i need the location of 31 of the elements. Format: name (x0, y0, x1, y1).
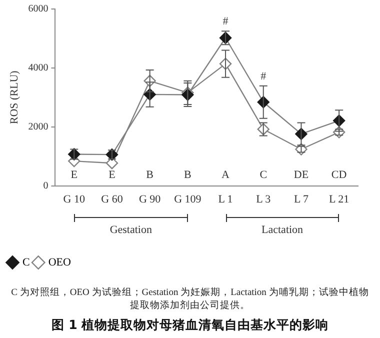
y-tick-label: 0 (43, 180, 48, 192)
x-tick-label: L 3 (256, 193, 272, 206)
text: Lactation (260, 224, 304, 236)
legend-label: OEO (48, 256, 71, 268)
legend-label: C (22, 256, 30, 268)
annotation: E (108, 169, 116, 182)
text: C 为对照组，OEO 为试验组；Gestation 为妊娠期，Lactation 为哺乳期；试验中植物提取物添加剂由公司提供。 (10, 287, 370, 313)
annotation: CD (331, 169, 347, 182)
annotation: # (260, 70, 267, 82)
x-tick-label: G 90 (138, 193, 162, 206)
x-tick-label: L 21 (329, 193, 350, 206)
x-tick-label: G 10 (63, 193, 86, 206)
y-tick-label: 6000 (28, 4, 48, 15)
annotation: # (222, 15, 229, 28)
y-axis-title: ROS (RLU) (8, 70, 20, 124)
point (332, 126, 346, 138)
point (295, 143, 308, 156)
text: Gestation (108, 224, 153, 236)
annotation: E (70, 169, 78, 182)
y-tick-label: 4000 (28, 62, 48, 74)
annotation: B (184, 169, 192, 182)
x-tick-label: L 7 (294, 193, 310, 206)
text: 图 1 植物提取物对母猪血清氧自由基水平的影响 (50, 317, 330, 334)
annotation: DE (294, 169, 309, 182)
y-tick-label: 2000 (28, 121, 48, 132)
annotation: B (146, 169, 154, 182)
x-tick-label: G 109 (174, 193, 202, 206)
x-tick-label: L 1 (218, 193, 233, 206)
annotation: C (260, 169, 268, 182)
annotation: A (222, 169, 230, 182)
x-tick-label: G 60 (101, 193, 124, 206)
